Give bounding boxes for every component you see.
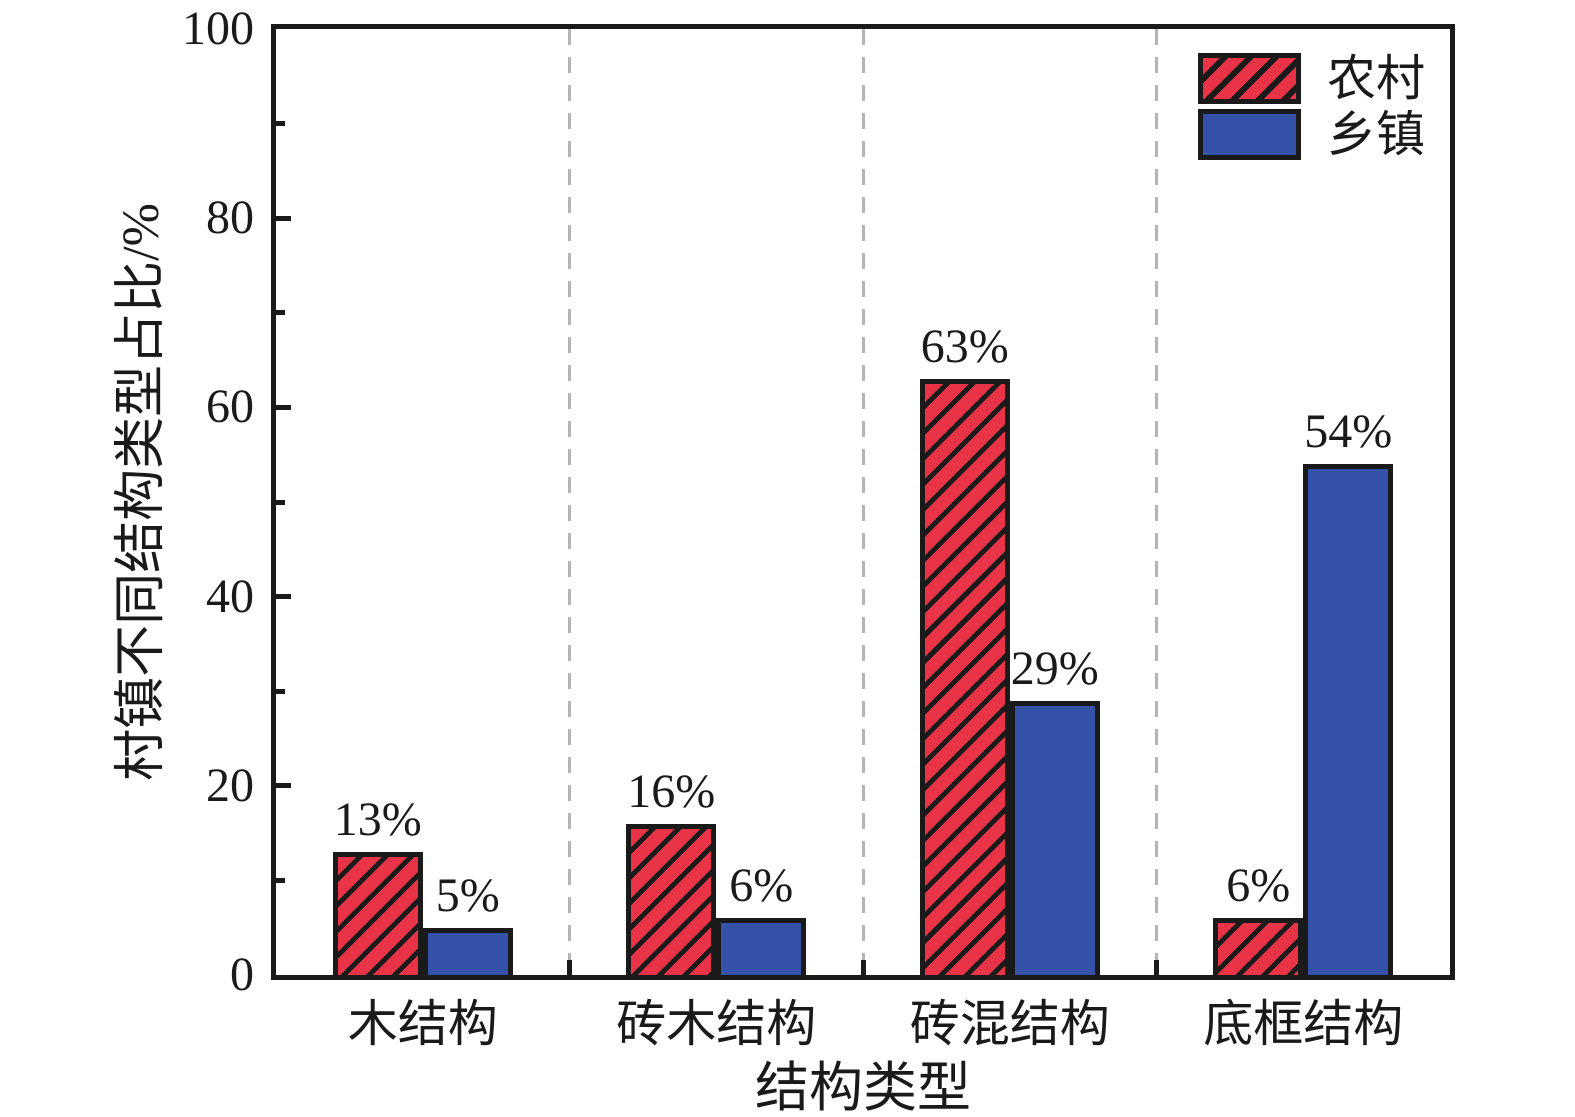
x-axis-minor-tick bbox=[567, 960, 572, 975]
bar-township bbox=[1009, 701, 1100, 975]
y-tick-label: 80 bbox=[206, 191, 254, 245]
legend-item: 乡镇 bbox=[1198, 109, 1425, 160]
bar-rural bbox=[1213, 918, 1304, 975]
bar-data-label: 6% bbox=[1226, 859, 1291, 912]
category-separator-gridline bbox=[568, 29, 571, 975]
y-axis-minor-tick bbox=[276, 688, 285, 694]
bar-township bbox=[716, 918, 807, 975]
bar-data-label: 63% bbox=[920, 320, 1009, 373]
bar-data-label: 16% bbox=[627, 765, 716, 818]
x-axis-minor-tick bbox=[860, 960, 866, 975]
x-category-label: 砖木结构 bbox=[616, 996, 817, 1052]
bar-township bbox=[422, 928, 513, 975]
y-axis-title: 村镇不同结构类型占比/% bbox=[113, 203, 170, 781]
bar-rural bbox=[919, 379, 1010, 975]
legend-label: 农村 bbox=[1327, 51, 1426, 106]
y-axis-minor-tick bbox=[276, 310, 285, 316]
bar-data-label: 13% bbox=[333, 793, 422, 846]
x-category-label: 砖混结构 bbox=[909, 996, 1110, 1052]
y-axis-minor-tick bbox=[276, 877, 285, 883]
y-tick-label: 60 bbox=[206, 380, 254, 434]
bar-rural bbox=[332, 852, 423, 975]
x-category-label: 木结构 bbox=[347, 996, 498, 1052]
bar-data-label: 29% bbox=[1010, 642, 1099, 695]
y-tick-label: 0 bbox=[230, 948, 254, 1001]
y-axis-major-tick bbox=[276, 594, 291, 600]
y-axis-major-tick bbox=[276, 215, 291, 221]
category-separator-gridline bbox=[1155, 29, 1158, 975]
y-axis-minor-tick bbox=[276, 499, 285, 505]
category-separator-gridline bbox=[861, 29, 865, 975]
y-tick-label: 100 bbox=[182, 2, 254, 55]
y-axis-major-tick bbox=[276, 404, 291, 410]
legend: 农村 乡镇 bbox=[1198, 53, 1425, 160]
y-axis-minor-tick bbox=[276, 121, 285, 127]
bar-data-label: 6% bbox=[729, 859, 794, 912]
plot-area: 13% 5% 16% 6% 63% 29% 6% 54% 农村 乡镇 bbox=[271, 24, 1455, 980]
bar-rural bbox=[626, 824, 717, 975]
y-axis-major-tick bbox=[276, 783, 291, 789]
x-axis-title: 结构类型 bbox=[755, 1058, 971, 1117]
legend-label: 乡镇 bbox=[1327, 107, 1426, 162]
legend-swatch-rural bbox=[1198, 53, 1301, 104]
legend-item: 农村 bbox=[1198, 53, 1425, 104]
legend-swatch-township bbox=[1198, 109, 1301, 160]
x-axis-minor-tick bbox=[1154, 960, 1159, 975]
x-category-label: 底框结构 bbox=[1203, 996, 1404, 1052]
bar-data-label: 54% bbox=[1304, 405, 1393, 458]
bar-data-label: 5% bbox=[435, 869, 500, 922]
y-tick-label: 20 bbox=[206, 758, 254, 812]
bar-township bbox=[1303, 464, 1394, 975]
y-tick-label: 40 bbox=[206, 569, 254, 623]
